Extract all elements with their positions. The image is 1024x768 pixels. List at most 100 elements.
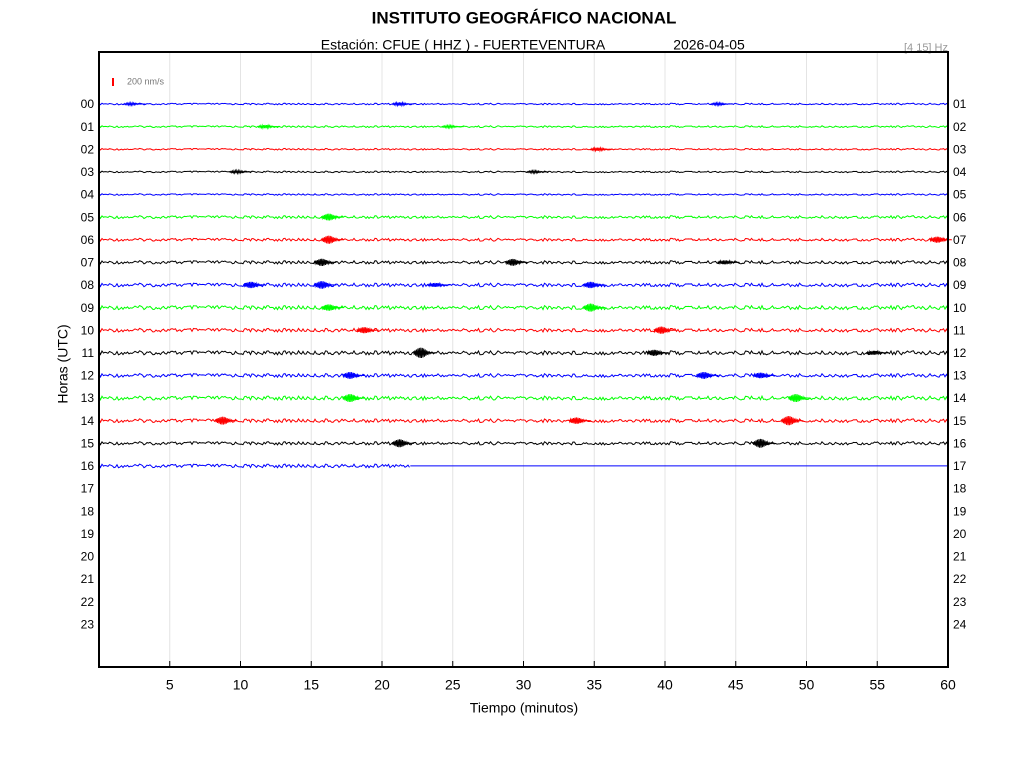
hour-label-right: 05	[953, 188, 967, 202]
burst	[413, 347, 436, 358]
hour-label-right: 06	[953, 210, 967, 224]
hour-label-right: 03	[953, 142, 967, 156]
trace	[98, 417, 949, 424]
burst	[865, 349, 889, 356]
burst	[752, 438, 776, 448]
burst	[717, 259, 740, 265]
hour-label-left: 13	[81, 391, 95, 405]
trace	[98, 102, 949, 106]
x-axis-label: Tiempo (minutos)	[470, 700, 578, 716]
x-tick-label: 25	[445, 677, 461, 693]
x-tick-label: 40	[657, 677, 673, 693]
hour-label-left: 16	[81, 459, 95, 473]
burst	[321, 235, 344, 244]
hour-label-right: 02	[953, 120, 967, 134]
hour-label-right: 09	[953, 278, 967, 292]
hour-label-left: 18	[81, 504, 95, 518]
burst	[342, 394, 365, 403]
hour-label-left: 01	[81, 120, 95, 134]
x-tick-label: 15	[303, 677, 319, 693]
trace	[98, 193, 949, 196]
trace	[98, 440, 949, 446]
burst	[653, 326, 677, 334]
hour-label-right: 04	[953, 165, 967, 179]
hour-label-right: 08	[953, 256, 967, 270]
hour-label-right: 14	[953, 391, 967, 405]
burst	[342, 371, 365, 379]
hour-label-left: 02	[81, 142, 95, 156]
hour-label-right: 20	[953, 527, 967, 541]
hour-label-right: 21	[953, 550, 967, 564]
hour-label-right: 10	[953, 301, 967, 315]
hour-label-right: 07	[953, 233, 967, 247]
hour-label-right: 23	[953, 595, 967, 609]
x-tick-label: 50	[799, 677, 815, 693]
hour-label-left: 21	[81, 572, 95, 586]
hour-label-right: 17	[953, 459, 967, 473]
hour-label-right: 22	[953, 572, 967, 586]
trace	[98, 394, 949, 402]
burst	[427, 281, 450, 288]
trace	[98, 214, 949, 220]
hour-label-right: 16	[953, 436, 967, 450]
chart-title: INSTITUTO GEOGRÁFICO NACIONAL	[372, 8, 677, 27]
burst	[696, 371, 719, 379]
burst	[752, 372, 776, 379]
trace	[98, 349, 949, 356]
hour-label-left: 11	[82, 346, 95, 360]
burst	[123, 101, 146, 107]
hour-label-left: 06	[81, 233, 95, 247]
burst	[391, 439, 415, 448]
hour-label-left: 23	[81, 617, 95, 631]
hour-label-left: 07	[81, 256, 95, 270]
burst	[441, 123, 464, 130]
hour-label-left: 14	[81, 414, 95, 428]
scale-label: 200 nm/s	[127, 76, 165, 86]
hour-label-right: 15	[953, 414, 967, 428]
burst	[589, 146, 613, 153]
hour-label-left: 10	[81, 323, 95, 337]
trace	[98, 125, 949, 129]
burst	[780, 416, 804, 426]
hour-label-left: 05	[81, 210, 95, 224]
hour-label-left: 08	[81, 278, 95, 292]
x-tick-label: 55	[869, 677, 885, 693]
burst	[356, 326, 379, 334]
burst	[214, 416, 238, 425]
hour-label-left: 20	[81, 550, 95, 564]
burst	[391, 100, 415, 108]
trace	[98, 372, 949, 379]
x-tick-label: 30	[516, 677, 532, 693]
burst	[568, 417, 592, 424]
trace	[98, 259, 949, 265]
hour-label-left: 09	[81, 301, 95, 315]
burst	[787, 394, 811, 403]
station: Estación: CFUE ( HHZ ) - FUERTEVENTURA	[321, 37, 606, 53]
burst	[313, 281, 337, 289]
x-tick-label: 35	[586, 677, 602, 693]
burst	[646, 349, 669, 356]
hour-label-right: 11	[953, 323, 966, 337]
x-tick-label: 60	[940, 677, 956, 693]
burst	[504, 258, 528, 266]
hour-label-right: 01	[953, 97, 967, 111]
trace	[98, 327, 949, 334]
x-tick-label: 20	[374, 677, 390, 693]
burst	[321, 304, 344, 311]
hour-label-left: 15	[81, 436, 95, 450]
burst	[526, 168, 549, 175]
hour-label-left: 04	[81, 188, 95, 202]
burst	[229, 168, 252, 176]
burst	[710, 101, 733, 107]
trace	[98, 304, 949, 311]
x-tick-label: 5	[166, 677, 174, 693]
x-tick-label: 45	[728, 677, 744, 693]
y-axis-label: Horas (UTC)	[55, 324, 71, 403]
trace	[98, 282, 949, 288]
hour-label-left: 12	[81, 369, 95, 383]
burst	[582, 281, 606, 289]
hour-label-right: 19	[953, 504, 967, 518]
filter: [4 15] Hz	[904, 42, 948, 54]
hour-label-right: 13	[953, 369, 967, 383]
